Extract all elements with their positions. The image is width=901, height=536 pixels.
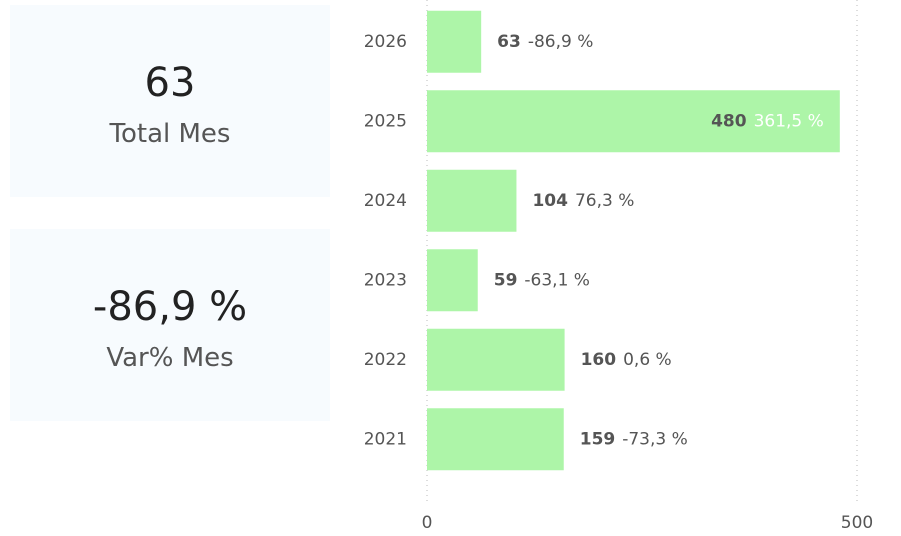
bar [427, 328, 565, 391]
bar [427, 90, 840, 153]
value-label: 159 [580, 429, 616, 449]
variance-label: -63,1 % [524, 270, 590, 290]
variance-label: 361,5 % [754, 111, 824, 131]
x-tick-label: 0 [422, 513, 433, 533]
y-tick-label: 2026 [364, 32, 407, 52]
kpi-label: Total Mes [109, 119, 231, 149]
value-label: 480 [711, 111, 747, 131]
data-label: 160 0,6 % [581, 350, 672, 370]
data-label: 159 -73,3 % [580, 429, 688, 449]
data-label: 63 -86,9 % [497, 32, 593, 52]
variance-label: 76,3 % [575, 191, 634, 211]
variance-label: -73,3 % [622, 429, 688, 449]
value-label: 160 [581, 350, 617, 370]
value-label: 63 [497, 32, 521, 52]
kpi-label: Var% Mes [106, 343, 234, 373]
bar [427, 10, 482, 73]
y-tick-label: 2022 [364, 350, 407, 370]
y-tick-label: 2021 [364, 429, 407, 449]
data-label: 59 -63,1 % [494, 270, 590, 290]
bar [427, 408, 564, 471]
y-tick-label: 2024 [364, 191, 407, 211]
data-label: 480 361,5 % [711, 111, 824, 131]
kpi-value: 63 [144, 60, 196, 106]
kpi-card: 63 Total Mes [10, 5, 330, 197]
variance-label: -86,9 % [528, 32, 594, 52]
value-label: 59 [494, 270, 518, 290]
x-tick-label: 500 [841, 513, 873, 533]
kpi-card: -86,9 % Var% Mes [10, 229, 330, 421]
kpi-value: -86,9 % [92, 284, 248, 330]
bar [427, 169, 517, 232]
variance-label: 0,6 % [623, 350, 672, 370]
data-label: 104 76,3 % [532, 191, 634, 211]
y-tick-label: 2025 [364, 111, 407, 131]
value-label: 104 [532, 191, 568, 211]
bar [427, 249, 478, 312]
y-tick-label: 2023 [364, 270, 407, 290]
